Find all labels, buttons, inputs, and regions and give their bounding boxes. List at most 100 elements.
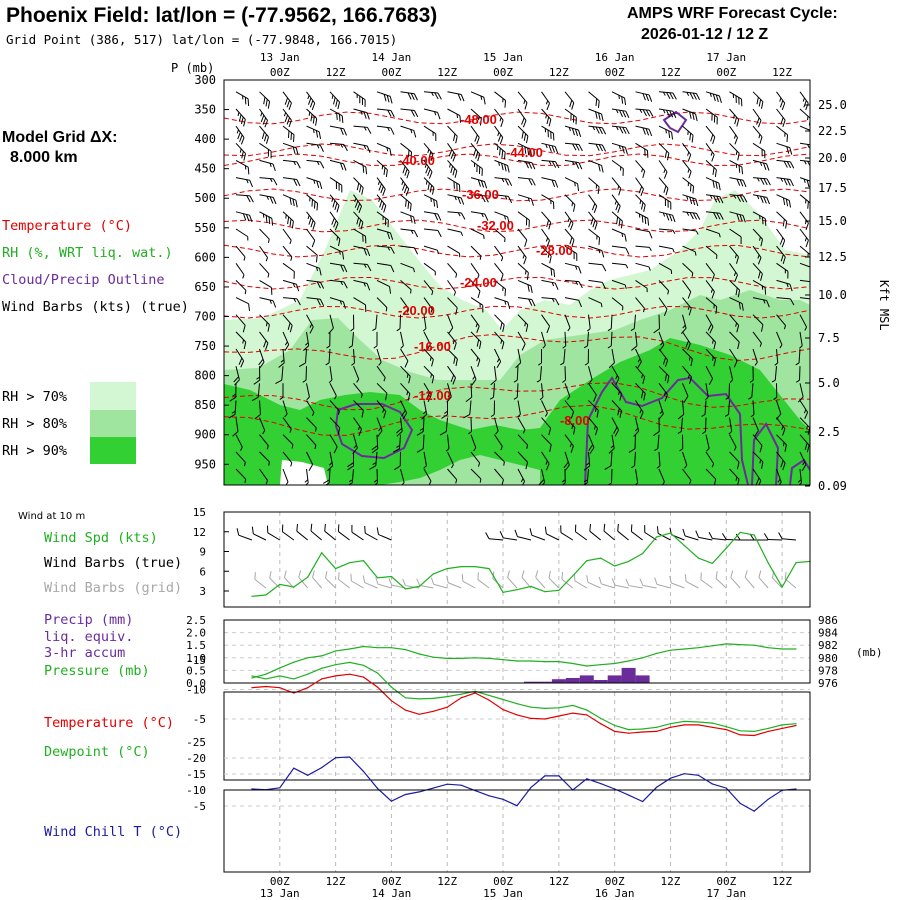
cross-section-barb — [705, 348, 717, 367]
barb-flag — [780, 254, 784, 262]
barb-staff — [329, 142, 344, 146]
barb-flag — [287, 130, 290, 139]
cross-section-barb — [282, 194, 298, 208]
wind-barb-grid — [535, 570, 546, 589]
rh-dry-notch — [280, 460, 328, 485]
cross-section-barb — [353, 228, 367, 244]
barb-staff — [235, 211, 250, 216]
barb-flag — [296, 298, 301, 306]
barb-flag — [640, 188, 644, 196]
barb-half-flag — [522, 254, 525, 259]
barb-staff — [400, 468, 405, 483]
barb-flag — [453, 342, 457, 350]
temperature-point — [293, 692, 295, 694]
wind-speed-point — [502, 591, 504, 593]
barb-half-flag — [562, 379, 566, 383]
barb-staff — [776, 262, 789, 272]
barb-staff — [752, 108, 762, 121]
barb-flag — [265, 136, 269, 144]
top-hour-label: 12Z — [437, 66, 457, 79]
cross-section-barb — [536, 366, 542, 383]
barb-half-flag — [305, 342, 309, 346]
barb-flag — [236, 528, 240, 536]
barb-staff — [588, 366, 593, 380]
barb-staff — [353, 91, 366, 101]
barb-staff — [776, 91, 786, 104]
barb-flag — [545, 463, 550, 471]
barb-flag — [806, 445, 810, 453]
barb-half-flag — [401, 180, 404, 185]
barb-flag — [375, 577, 379, 585]
barb-flag — [503, 152, 506, 160]
barb-flag — [283, 570, 287, 578]
barb-staff — [588, 142, 603, 146]
barb-half-flag — [547, 253, 550, 258]
cross-section-barb — [232, 417, 239, 437]
barb-half-flag — [293, 161, 297, 166]
barb-staff — [588, 451, 591, 466]
cross-section-barb — [541, 228, 550, 248]
barb-flag — [367, 127, 372, 134]
barb-flag — [742, 180, 747, 188]
barb-half-flag — [430, 373, 432, 378]
wind-chill-point — [307, 774, 309, 776]
barb-flag — [616, 216, 619, 225]
barb-flag — [365, 304, 367, 313]
barb-staff — [541, 331, 546, 346]
barb-flag — [264, 120, 268, 128]
cross-section-barb — [541, 194, 555, 210]
barb-half-flag — [724, 414, 729, 417]
wind-speed-point — [376, 577, 379, 579]
barb-flag — [242, 213, 247, 221]
barb-staff — [535, 577, 546, 589]
barb-staff — [493, 383, 495, 398]
barb-half-flag — [583, 345, 588, 349]
barb-staff — [611, 211, 623, 222]
cross-section-barb — [329, 279, 348, 289]
barb-flag — [761, 216, 764, 225]
cross-section-barb — [776, 297, 795, 306]
barb-flag — [712, 93, 716, 102]
barb-flag — [782, 256, 786, 265]
barb-flag — [783, 178, 788, 186]
barb-staff — [267, 532, 281, 541]
barb-staff — [752, 314, 764, 325]
barb-half-flag — [624, 284, 627, 289]
barb-half-flag — [373, 479, 378, 483]
barb-half-flag — [468, 431, 472, 435]
wind-barb-grid — [598, 576, 615, 589]
barb-half-flag — [314, 427, 317, 432]
cross-section-barb — [376, 245, 395, 254]
barb-staff — [259, 314, 270, 325]
barb-flag — [554, 146, 559, 154]
barb-flag — [528, 220, 530, 228]
cross-section-barb — [588, 245, 605, 258]
barb-flag — [577, 129, 582, 137]
barb-staff — [541, 108, 552, 120]
temperature-point — [795, 724, 797, 727]
chill-y-tick-label: -20 — [186, 752, 206, 765]
barb-half-flag — [748, 396, 753, 400]
barb-half-flag — [802, 97, 805, 102]
barb-staff — [423, 194, 437, 202]
cross-section-barb — [517, 451, 529, 470]
wind-barb-true — [376, 527, 392, 541]
cross-section-barb — [494, 177, 513, 186]
barb-flag — [645, 94, 650, 102]
wind-barb-true — [589, 523, 602, 541]
barb-half-flag — [575, 281, 579, 285]
wind-speed-point — [474, 566, 476, 568]
barb-flag — [430, 153, 434, 162]
barb-flag — [254, 414, 261, 420]
barb-staff — [635, 177, 644, 190]
barb-staff — [657, 434, 660, 449]
cross-section-barb — [439, 417, 448, 436]
barb-half-flag — [634, 482, 639, 485]
cross-section-barb — [799, 434, 810, 453]
cross-section-barb — [563, 451, 570, 472]
barb-staff — [611, 125, 626, 129]
barb-flag — [386, 95, 390, 103]
cross-section-barb — [752, 194, 770, 205]
cross-section-barb — [564, 177, 580, 191]
